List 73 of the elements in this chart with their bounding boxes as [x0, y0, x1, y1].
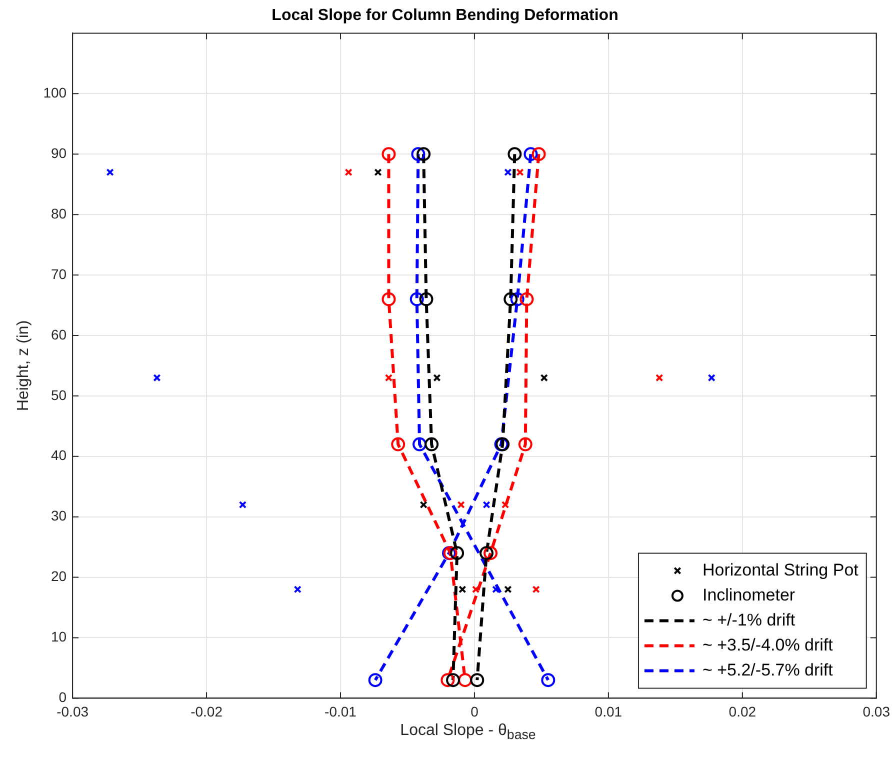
x-tick-label: -0.03 — [56, 703, 89, 720]
point — [238, 500, 247, 509]
y-tick-label: 30 — [50, 508, 67, 524]
y-tick-label: 80 — [50, 205, 67, 222]
point — [518, 437, 532, 452]
legend-label: Horizontal String Pot — [702, 560, 859, 580]
point — [482, 500, 490, 509]
y-tick-label: 10 — [50, 628, 67, 645]
x-tick-label: -0.02 — [190, 703, 223, 720]
point — [504, 586, 512, 594]
point — [344, 168, 352, 176]
point — [424, 437, 439, 452]
point — [516, 168, 524, 176]
point — [510, 292, 524, 306]
point — [294, 586, 302, 594]
chart-title: Local Slope for Column Bending Deformation — [272, 7, 618, 24]
point — [708, 374, 716, 382]
x-tick-label: 0.03 — [862, 703, 890, 720]
legend-label: ~ +5.2/-5.7% drift — [702, 660, 834, 680]
point — [520, 292, 534, 306]
point — [540, 374, 548, 382]
y-tick-label: 70 — [50, 266, 67, 282]
point — [391, 437, 406, 452]
y-tick-label: 0 — [58, 689, 67, 706]
point — [541, 673, 556, 688]
point — [433, 374, 441, 382]
point — [532, 586, 540, 594]
y-tick-label: 40 — [50, 447, 67, 464]
point — [368, 673, 382, 688]
point — [446, 673, 460, 688]
y-tick-label: 90 — [50, 144, 67, 161]
point — [440, 673, 455, 688]
point — [480, 546, 494, 560]
point — [457, 500, 465, 509]
x-tick-label: -0.01 — [324, 703, 357, 720]
x-axis-title: Local Slope - θ$_{base}$ — [399, 722, 537, 742]
point — [410, 292, 424, 306]
point — [501, 500, 510, 509]
point — [484, 546, 498, 560]
point — [419, 292, 434, 306]
point — [470, 673, 484, 688]
point — [458, 586, 466, 594]
y-axis-title: Height, z (in) — [15, 320, 32, 412]
point — [472, 586, 480, 594]
x-tick-label: 0.01 — [594, 703, 622, 720]
legend-label: ~ +3.5/-4.0% drift — [702, 635, 834, 654]
y-tick-label: 20 — [50, 568, 67, 584]
point — [384, 374, 393, 382]
point — [412, 437, 427, 452]
y-tick-label: 60 — [50, 326, 67, 342]
point — [508, 147, 522, 162]
point — [532, 147, 546, 162]
point — [416, 147, 431, 162]
point — [458, 673, 472, 688]
point — [420, 500, 428, 509]
point — [374, 168, 382, 176]
x-tick-label: 0 — [470, 703, 479, 720]
point — [504, 168, 512, 176]
y-tick-label: 50 — [50, 386, 67, 403]
point — [106, 168, 114, 176]
point — [524, 147, 538, 162]
legend-label: Inclinometer — [702, 585, 796, 604]
point — [153, 374, 161, 382]
point — [504, 292, 518, 306]
point — [382, 147, 396, 162]
legend-label: ~ +/-1% drift — [702, 610, 796, 630]
x-tick-label: 0.02 — [728, 703, 756, 720]
point — [492, 586, 500, 594]
y-tick-label: 100 — [43, 84, 67, 101]
point — [656, 374, 664, 382]
point — [411, 147, 426, 162]
point — [382, 292, 396, 306]
point — [450, 546, 464, 560]
